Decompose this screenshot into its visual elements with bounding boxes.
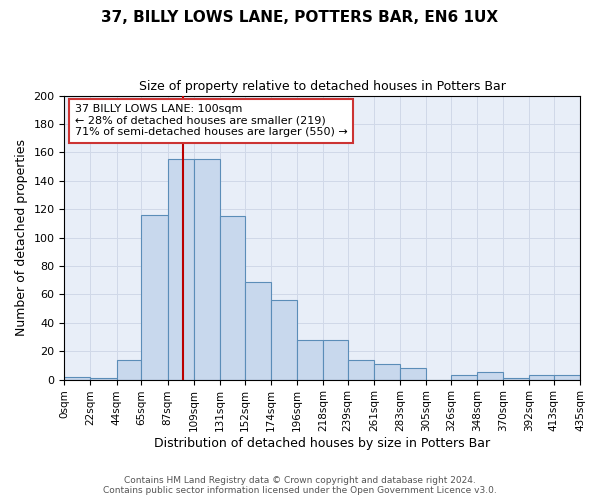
Bar (142, 215, 167, 380)
Y-axis label: Number of detached properties: Number of detached properties (15, 139, 28, 336)
Bar (451, 376, 477, 380)
Bar (64, 377, 91, 380)
Bar (529, 376, 554, 380)
Bar (400, 368, 426, 380)
Bar (116, 360, 142, 380)
Bar (194, 160, 220, 380)
Title: Size of property relative to detached houses in Potters Bar: Size of property relative to detached ho… (139, 80, 506, 93)
Text: 37, BILLY LOWS LANE, POTTERS BAR, EN6 1UX: 37, BILLY LOWS LANE, POTTERS BAR, EN6 1U… (101, 10, 499, 25)
Bar (297, 340, 323, 380)
Bar (554, 376, 580, 380)
Bar (503, 378, 529, 380)
Text: Contains HM Land Registry data © Crown copyright and database right 2024.
Contai: Contains HM Land Registry data © Crown c… (103, 476, 497, 495)
Text: 37 BILLY LOWS LANE: 100sqm
← 28% of detached houses are smaller (219)
71% of sem: 37 BILLY LOWS LANE: 100sqm ← 28% of deta… (75, 104, 347, 138)
X-axis label: Distribution of detached houses by size in Potters Bar: Distribution of detached houses by size … (154, 437, 490, 450)
Bar (374, 364, 400, 380)
Bar (477, 372, 503, 380)
Bar (323, 340, 347, 380)
Bar (220, 216, 245, 380)
Bar (245, 282, 271, 380)
Bar (91, 378, 116, 380)
Bar (347, 360, 374, 380)
Bar (167, 160, 194, 380)
Bar (271, 300, 297, 380)
